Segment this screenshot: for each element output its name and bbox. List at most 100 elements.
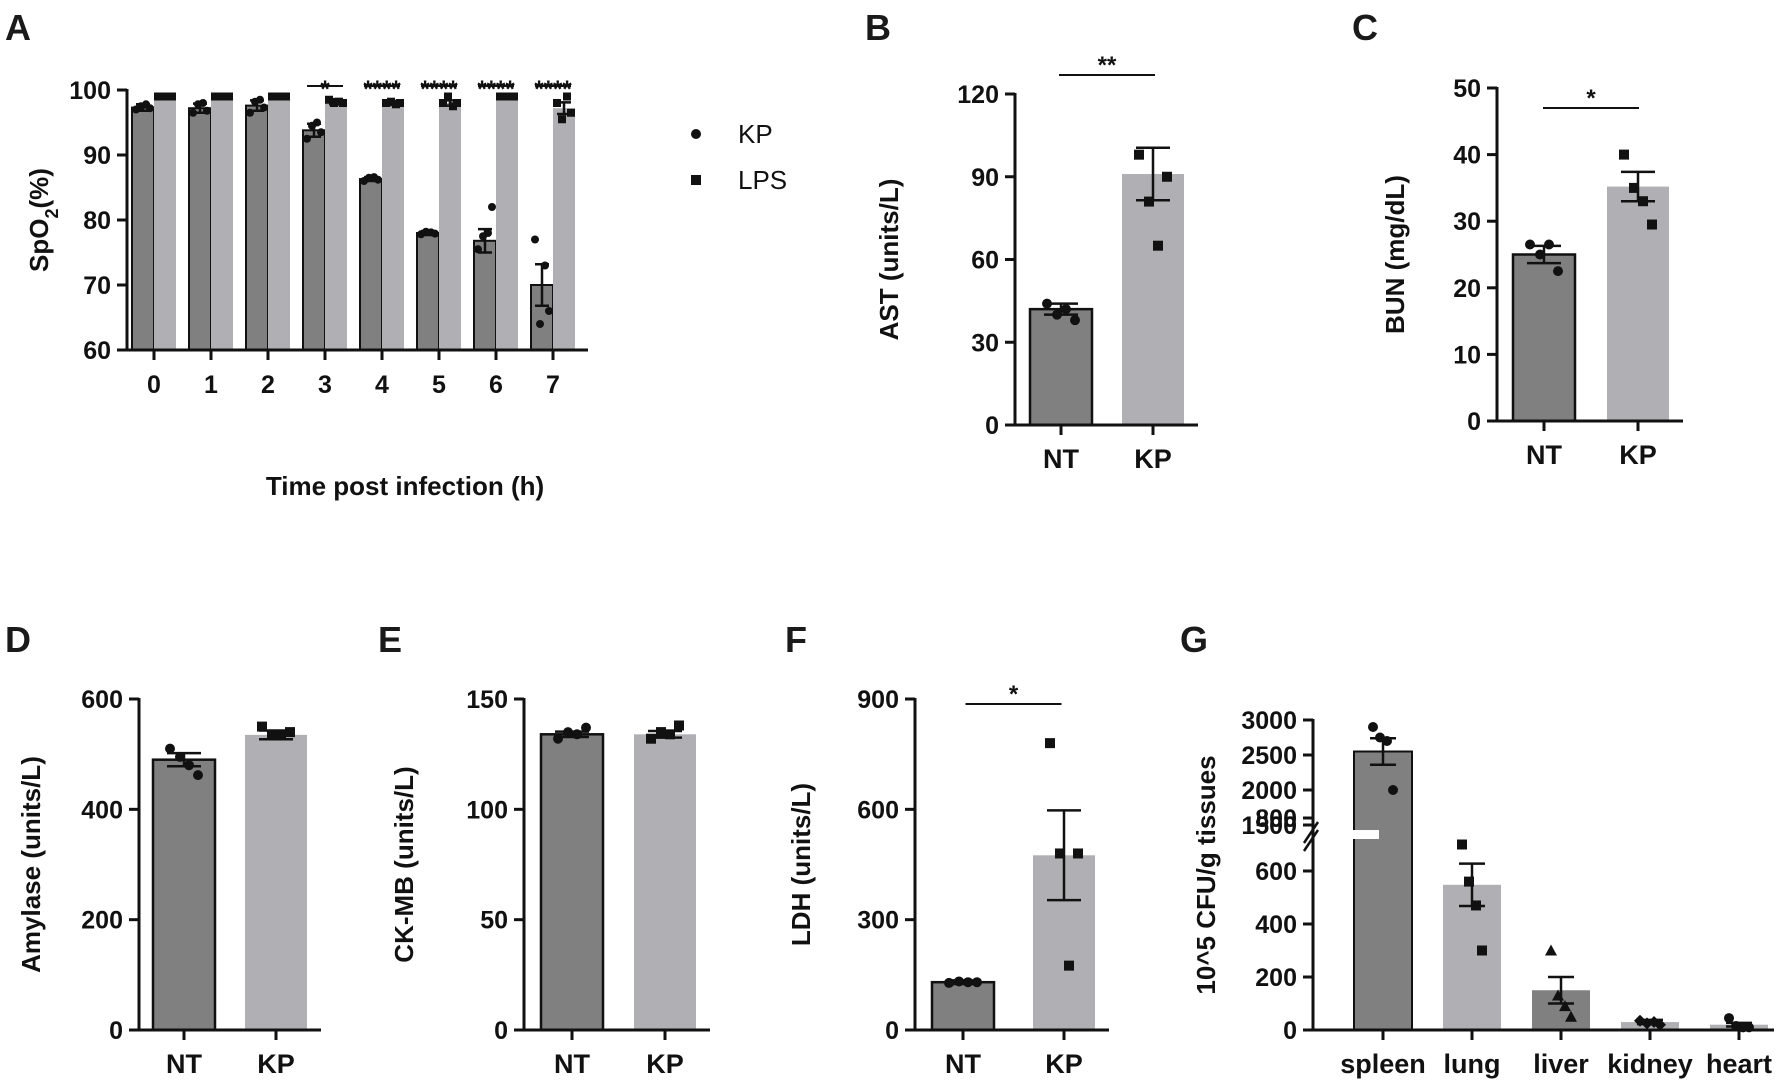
chart-f-ldh: NT KP 0 300 600 900 LDH (units/L) * [786,681,1109,1079]
chart-a-point-lps-7-2 [563,92,571,101]
chart-a-legend-marker-kp [691,129,701,139]
panel-letter-d: D [5,619,31,660]
chart-a-sig-3: * [320,76,330,103]
chart-d-x-tick-label-0: NT [166,1049,202,1079]
chart-d-bar-kp [245,734,307,1030]
chart-c-bar-nt [1511,253,1577,423]
chart-a-spo2: 0 1 2 3 * 4 **** 5 **** 6 **** 7 **** 60 70 80 90 100 Time… [24,76,787,501]
chart-g-point-kidney-3 [1654,1018,1666,1031]
chart-d-y-tick-label-2: 400 [81,796,123,824]
chart-g-y-title: 10^5 CFU/g tissues [1191,755,1221,994]
panel-letter-e: E [378,619,402,660]
chart-g-axis-break-mark-1 [1302,821,1320,844]
chart-d-point-nt-3 [193,770,203,781]
chart-b-y-tick-label-2: 60 [971,247,999,275]
chart-e-bar-nt [539,733,605,1032]
chart-a-x-tick-label-2: 2 [261,371,275,399]
chart-a-point-lps-0-1 [159,92,167,101]
chart-g-x-tick-label-3: kidney [1607,1049,1693,1079]
chart-g-point-lung-0 [1457,839,1467,850]
chart-f-point-kp-1 [1055,848,1065,859]
chart-a-point-lps-4-1 [387,97,395,106]
chart-e-point-kp-2 [665,729,675,740]
chart-a-point-lps-6-0 [496,92,504,101]
chart-b-point-nt-1 [1052,309,1062,320]
chart-a-point-kp-1-3 [203,106,211,115]
chart-a-y-tick-label-3: 90 [83,142,111,170]
chart-a-point-lps-5-3 [453,99,461,107]
chart-e-point-nt-0 [553,733,563,744]
chart-g-x-tick-label-1: lung [1444,1049,1501,1079]
chart-c-point-kp-0 [1619,149,1629,160]
chart-a-sig-7: **** [534,76,572,103]
chart-f-y-title: LDH (units/L) [786,783,816,946]
chart-b-point-kp-0 [1134,149,1144,160]
chart-a-point-kp-1-0 [189,108,197,117]
chart-e-y-tick-label-0: 0 [494,1017,508,1045]
chart-g-x-tick-label-0: spleen [1340,1049,1426,1079]
chart-c-y-title: BUN (mg/dL) [1380,175,1410,334]
chart-e-point-kp-1 [656,727,666,738]
chart-a-point-kp-2-3 [260,103,268,112]
chart-f-x-tick-label-1: KP [1045,1049,1083,1079]
chart-a-legend-label-lps: LPS [738,165,787,195]
chart-a-bar-kp-1 [188,107,212,351]
chart-a-y-title-sub: 2 [42,208,62,218]
chart-e-y-tick-label-1: 50 [480,907,508,935]
chart-d-point-kp-1 [267,729,277,740]
chart-g-point-liver-0 [1545,944,1557,956]
chart-a-point-kp-7-1 [536,320,544,328]
chart-e-bar-kp [634,734,696,1030]
chart-a-point-kp-6-0 [474,245,482,254]
chart-b-point-kp-1 [1144,196,1154,207]
chart-e-y-title: CK-MB (units/L) [389,766,419,962]
chart-a-y-title-main: SpO [24,219,54,272]
chart-c-y-tick-label-3: 30 [1453,208,1481,236]
chart-a-point-kp-2-0 [246,108,254,117]
chart-a-point-lps-6-3 [510,92,518,101]
chart-g-x-tick-label-2: liver [1533,1049,1589,1079]
chart-a-point-lps-1-3 [225,92,233,101]
chart-a-x-tick-label-6: 6 [489,371,503,399]
chart-a-point-lps-5-0 [439,99,447,107]
chart-d-point-kp-3 [285,727,295,738]
chart-g-point-lung-3 [1477,945,1487,956]
chart-a-bar-kp-0 [131,106,155,351]
chart-a-x-tick-label-4: 4 [375,371,389,399]
chart-a-point-kp-2-2 [256,95,264,104]
chart-d-point-nt-0 [165,743,175,754]
chart-d-point-nt-1 [175,751,185,762]
chart-c-y-tick-label-5: 50 [1453,75,1481,103]
chart-d-point-nt-2 [184,760,194,771]
chart-a-point-lps-7-0 [553,99,561,107]
chart-a-bar-lps-5 [439,103,461,350]
chart-b-ast: NT KP 0 30 60 90 120 AST (units/L) ** [874,52,1198,474]
chart-a-point-lps-1-1 [216,92,224,101]
chart-a-sig-5: **** [420,76,458,103]
chart-a-point-lps-7-3 [567,108,575,117]
chart-b-y-tick-label-4: 120 [957,81,999,109]
chart-a-point-kp-3-0 [303,134,311,143]
chart-a-bar-lps-0 [154,96,176,350]
chart-f-y-tick-label-2: 600 [857,796,899,824]
chart-g-point-lung-1 [1464,876,1474,887]
chart-c-point-nt-0 [1525,239,1535,250]
panel-letter-b: B [865,7,891,48]
panel-letter-a: A [5,7,31,48]
chart-g-y-tick-label-lower-0: 0 [1283,1017,1297,1045]
chart-f-sig: * [1009,681,1019,708]
chart-d-x-tick-label-1: KP [257,1049,295,1079]
chart-a-point-lps-3-1 [330,99,338,107]
chart-g-point-lung-2 [1471,900,1481,911]
chart-a-bar-lps-3 [325,101,347,350]
chart-a-x-tick-label-5: 5 [432,371,446,399]
chart-f-point-nt-1 [954,976,964,987]
chart-g-y-tick-label-lower-4: 800 [1255,805,1297,833]
chart-g-y-tick-label-lower-1: 200 [1255,964,1297,992]
chart-g-point-spleen-0 [1368,722,1378,732]
chart-a-bar-kp-6 [473,239,497,351]
chart-c-point-nt-1 [1535,249,1545,260]
chart-a-point-lps-6-1 [501,92,509,101]
chart-a-bar-kp-4 [359,178,383,351]
chart-d-bar-nt [151,758,217,1032]
